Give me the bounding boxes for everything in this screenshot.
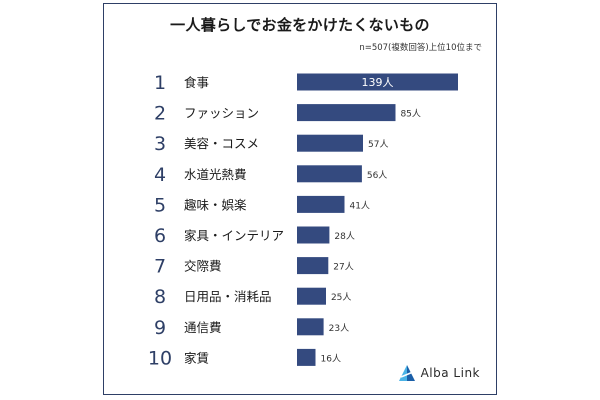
value-label: 16人 — [321, 353, 341, 364]
value-label: 85人 — [400, 109, 420, 120]
rank-number: 7 — [154, 256, 166, 278]
value-label: 139人 — [362, 76, 394, 89]
alba-link-logo-icon — [398, 365, 415, 381]
chart-card: 一人暮らしでお金をかけたくないもの n=507(複数回答)上位10位まで 1 食事… — [103, 3, 497, 395]
rank-number: 5 — [154, 194, 166, 216]
rank-number: 8 — [154, 286, 166, 308]
category-label: 通信費 — [184, 320, 222, 335]
brand-logo: Alba Link — [398, 362, 480, 384]
value-label: 27人 — [333, 262, 353, 273]
category-label: 交際費 — [184, 259, 222, 274]
value-label: 56人 — [367, 170, 387, 181]
bar — [297, 318, 324, 336]
rank-number: 10 — [148, 347, 172, 369]
bar — [297, 134, 363, 152]
category-label: 日用品・消耗品 — [184, 289, 272, 304]
bar — [297, 165, 362, 183]
brand-name: Alba Link — [420, 366, 480, 380]
category-label: 家賃 — [184, 350, 209, 365]
bar — [297, 348, 316, 366]
rank-number: 9 — [154, 317, 166, 339]
rank-number: 4 — [154, 164, 166, 186]
chart-title: 一人暮らしでお金をかけたくないもの — [170, 16, 430, 34]
rank-number: 1 — [154, 72, 166, 94]
bar — [297, 195, 345, 213]
value-label: 28人 — [334, 231, 354, 242]
value-label: 23人 — [329, 323, 349, 334]
category-label: 食事 — [184, 75, 209, 90]
bar — [297, 104, 396, 122]
category-label: ファッション — [184, 106, 259, 121]
value-label: 57人 — [368, 139, 388, 150]
category-label: 家具・インテリア — [184, 228, 284, 243]
category-label: 水道光熱費 — [184, 167, 247, 182]
rank-number: 6 — [154, 225, 166, 247]
bar — [297, 257, 329, 275]
rank-number: 3 — [154, 133, 166, 155]
bar — [297, 226, 330, 244]
bar-chart: 1 食事 139人 2 ファッション 85人 3 美容・コスメ 57人 4 水道光熱費 56人 5 趣味・… — [148, 72, 458, 369]
category-label: 趣味・娯楽 — [184, 197, 247, 212]
rank-number: 2 — [154, 103, 166, 125]
value-label: 41人 — [349, 200, 369, 211]
sample-size-note: n=507(複数回答)上位10位まで — [359, 43, 482, 53]
bar — [297, 73, 458, 91]
value-label: 25人 — [331, 292, 351, 303]
category-label: 美容・コスメ — [184, 136, 259, 151]
bar — [297, 287, 326, 305]
